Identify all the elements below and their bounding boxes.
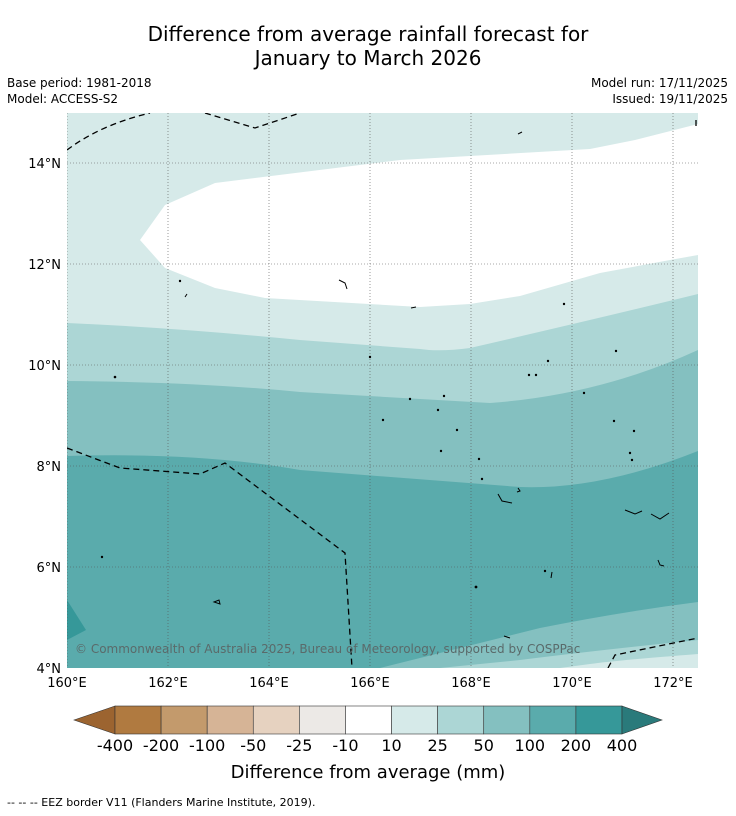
lon-tick: 168°E <box>451 676 491 691</box>
colorbar-extend-low <box>73 705 116 735</box>
colorbar-label: 25 <box>427 736 447 755</box>
band-200-400 <box>67 600 86 640</box>
colorbar-cell <box>529 705 577 735</box>
colorbar-cell <box>114 705 162 735</box>
islands <box>100 131 670 639</box>
colorbar-cell <box>345 705 392 735</box>
colorbar-label: -400 <box>97 736 133 755</box>
copyright-notice: © Commonwealth of Australia 2025, Bureau… <box>75 642 580 656</box>
issued-date: Issued: 19/11/2025 <box>612 92 728 106</box>
colorbar-cell <box>160 705 208 735</box>
colorbar-label: 400 <box>607 736 638 755</box>
colorbar-label: 100 <box>515 736 546 755</box>
meta-left: Base period: 1981-2018 Model: ACCESS-S2 <box>7 75 152 107</box>
lon-tick: 170°E <box>552 676 592 691</box>
colorbar-labels: -400 -200 -100 -50 -25 -10 10 25 50 100 200 400 <box>97 736 637 755</box>
title-line-2: January to March 2026 <box>254 46 482 70</box>
model-name: Model: ACCESS-S2 <box>7 92 119 106</box>
lon-tick: 164°E <box>249 676 289 691</box>
eez-footnote: -- -- -- EEZ border V11 (Flanders Marine… <box>7 796 316 809</box>
band-50-100-south <box>67 602 698 668</box>
lat-axis: 14°N 12°N 10°N 8°N 6°N 4°N <box>28 157 61 677</box>
colorbar-label: 200 <box>561 736 592 755</box>
colorbar-cell <box>252 705 300 735</box>
eez-borders <box>67 113 698 668</box>
colorbar-cell <box>575 705 623 735</box>
lon-axis: 160°E 162°E 164°E 166°E 168°E 170°E 172°… <box>47 676 693 691</box>
colorbar-cell <box>299 705 346 735</box>
colorbar-cells <box>114 705 623 735</box>
lon-tick: 162°E <box>148 676 188 691</box>
colorbar-label: -25 <box>286 736 312 755</box>
lon-tick: 166°E <box>350 676 390 691</box>
graticule <box>67 113 698 668</box>
colorbar-cell <box>206 705 254 735</box>
title-line-1: Difference from average rainfall forecas… <box>147 22 589 46</box>
lon-tick: 172°E <box>653 676 693 691</box>
colorbar: -400 -200 -100 -50 -25 -10 10 25 50 100 200 400 Dif… <box>73 705 663 783</box>
lat-tick: 14°N <box>28 157 61 172</box>
lon-tick: 160°E <box>47 676 87 691</box>
lat-tick: 12°N <box>28 258 61 273</box>
band-neutral <box>140 124 698 307</box>
colorbar-label: 50 <box>474 736 494 755</box>
lat-tick: 8°N <box>37 460 62 475</box>
band-10-25-south <box>560 654 698 668</box>
colorbar-label: -10 <box>332 736 358 755</box>
colorbar-extend-high <box>621 705 663 735</box>
colorbar-cell <box>391 705 438 735</box>
map-title: Difference from average rainfall forecas… <box>0 22 736 70</box>
map-area: © Commonwealth of Australia 2025, Bureau… <box>67 113 698 668</box>
lat-tick: 10°N <box>28 359 61 374</box>
base-period: Base period: 1981-2018 <box>7 76 152 90</box>
colorbar-label: -200 <box>143 736 179 755</box>
colorbar-label: 10 <box>381 736 401 755</box>
lat-tick: 6°N <box>37 561 62 576</box>
colorbar-label: -100 <box>189 736 225 755</box>
meta-right: Model run: 17/11/2025 Issued: 19/11/2025 <box>591 75 728 107</box>
colorbar-cell <box>437 705 485 735</box>
colorbar-cell <box>483 705 531 735</box>
lat-tick: 4°N <box>37 662 62 677</box>
model-run: Model run: 17/11/2025 <box>590 76 728 90</box>
colorbar-label: -50 <box>240 736 266 755</box>
colorbar-title: Difference from average (mm) <box>231 762 506 783</box>
